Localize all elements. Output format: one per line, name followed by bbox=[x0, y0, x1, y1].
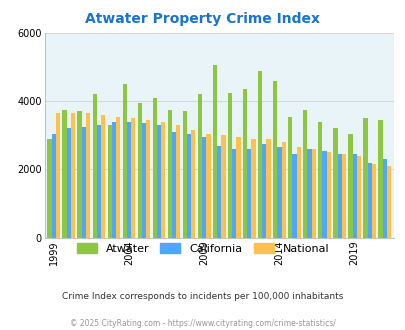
Bar bbox=[362, 118, 367, 238]
Bar bbox=[206, 134, 210, 238]
Bar bbox=[176, 125, 180, 238]
Text: © 2025 CityRating.com - https://www.cityrating.com/crime-statistics/: © 2025 CityRating.com - https://www.city… bbox=[70, 319, 335, 328]
Bar bbox=[322, 150, 326, 238]
Bar bbox=[386, 166, 390, 238]
Bar bbox=[236, 137, 240, 238]
Bar bbox=[62, 110, 66, 238]
Bar bbox=[172, 132, 176, 238]
Bar bbox=[77, 112, 81, 238]
Bar bbox=[137, 103, 141, 238]
Bar bbox=[182, 112, 187, 238]
Bar bbox=[371, 164, 375, 238]
Bar bbox=[247, 149, 251, 238]
Bar bbox=[326, 152, 330, 238]
Bar bbox=[202, 137, 206, 238]
Bar bbox=[367, 163, 371, 238]
Bar bbox=[86, 113, 90, 238]
Bar bbox=[146, 120, 150, 238]
Bar bbox=[212, 65, 217, 238]
Bar bbox=[81, 127, 86, 238]
Bar bbox=[141, 123, 146, 238]
Bar bbox=[377, 120, 382, 238]
Bar bbox=[232, 149, 236, 238]
Bar bbox=[116, 116, 120, 238]
Bar bbox=[96, 125, 101, 238]
Bar bbox=[152, 98, 157, 238]
Bar bbox=[217, 146, 221, 238]
Bar bbox=[51, 134, 55, 238]
Bar bbox=[382, 159, 386, 238]
Bar bbox=[277, 147, 281, 238]
Bar bbox=[307, 149, 311, 238]
Bar bbox=[333, 128, 337, 238]
Bar bbox=[288, 116, 292, 238]
Bar bbox=[131, 118, 135, 238]
Bar bbox=[191, 130, 195, 238]
Bar bbox=[356, 156, 360, 238]
Bar bbox=[258, 71, 262, 238]
Legend: Atwater, California, National: Atwater, California, National bbox=[72, 239, 333, 258]
Bar bbox=[111, 122, 116, 238]
Bar bbox=[341, 154, 345, 238]
Bar bbox=[221, 135, 225, 238]
Bar bbox=[243, 89, 247, 238]
Bar bbox=[318, 122, 322, 238]
Bar bbox=[352, 154, 356, 238]
Bar bbox=[292, 154, 296, 238]
Bar bbox=[262, 144, 266, 238]
Bar bbox=[107, 125, 111, 238]
Bar bbox=[161, 122, 165, 238]
Bar bbox=[311, 149, 315, 238]
Bar bbox=[266, 139, 270, 238]
Bar bbox=[347, 134, 352, 238]
Bar bbox=[337, 154, 341, 238]
Bar bbox=[187, 134, 191, 238]
Bar bbox=[122, 84, 126, 238]
Bar bbox=[167, 110, 172, 238]
Bar bbox=[92, 94, 96, 238]
Bar bbox=[281, 142, 285, 238]
Bar bbox=[101, 115, 105, 238]
Bar bbox=[197, 94, 202, 238]
Text: Atwater Property Crime Index: Atwater Property Crime Index bbox=[85, 12, 320, 25]
Bar bbox=[157, 125, 161, 238]
Bar bbox=[251, 139, 255, 238]
Bar bbox=[273, 81, 277, 238]
Text: Crime Index corresponds to incidents per 100,000 inhabitants: Crime Index corresponds to incidents per… bbox=[62, 292, 343, 301]
Bar bbox=[66, 128, 71, 238]
Bar bbox=[47, 139, 51, 238]
Bar bbox=[303, 110, 307, 238]
Bar bbox=[228, 93, 232, 238]
Bar bbox=[55, 113, 60, 238]
Bar bbox=[296, 147, 300, 238]
Bar bbox=[71, 113, 75, 238]
Bar bbox=[126, 122, 131, 238]
